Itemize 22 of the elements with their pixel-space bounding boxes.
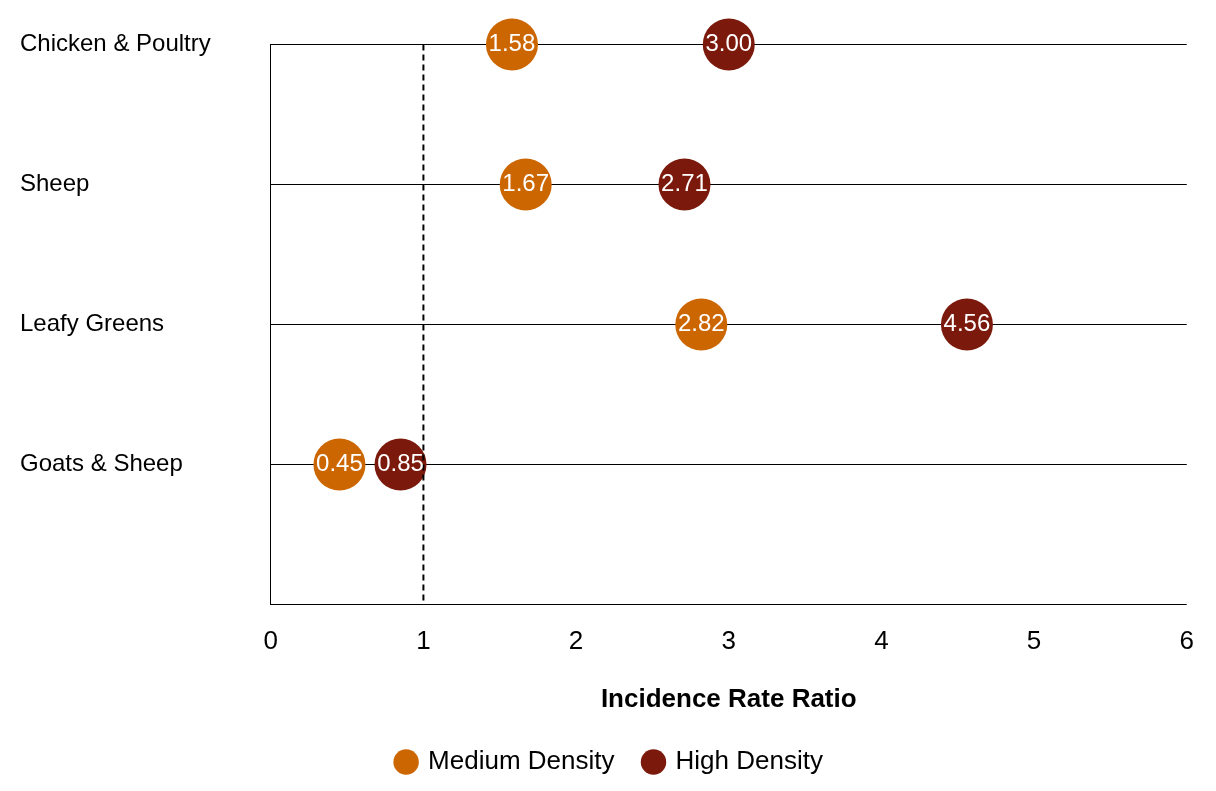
data-label: 4.56 [943,309,991,337]
legend-label: Medium Density [428,745,615,776]
y-tick-label: Leafy Greens [20,309,165,337]
data-label: 1.58 [488,29,536,57]
data-label: 2.71 [661,169,708,197]
x-tick-label: 1 [416,625,431,656]
x-tick-label: 0 [263,625,278,656]
x-tick-label: 3 [721,625,736,656]
y-tick-label: Chicken & Poultry [20,29,211,57]
data-label: 3.00 [705,29,753,57]
x-tick-label: 4 [874,625,889,656]
x-tick-label: 6 [1179,625,1194,656]
data-label: 0.85 [377,449,424,477]
data-label: 1.67 [502,169,550,197]
x-axis-title: Incidence Rate Ratio [600,682,857,713]
y-tick-label: Goats & Sheep [20,449,183,477]
data-label: 2.82 [677,309,725,337]
data-label: 0.45 [316,449,363,477]
x-tick-label: 5 [1026,625,1042,656]
x-tick-label: 2 [568,625,584,656]
y-tick-label: Sheep [20,169,90,197]
legend-label: High Density [675,745,823,776]
